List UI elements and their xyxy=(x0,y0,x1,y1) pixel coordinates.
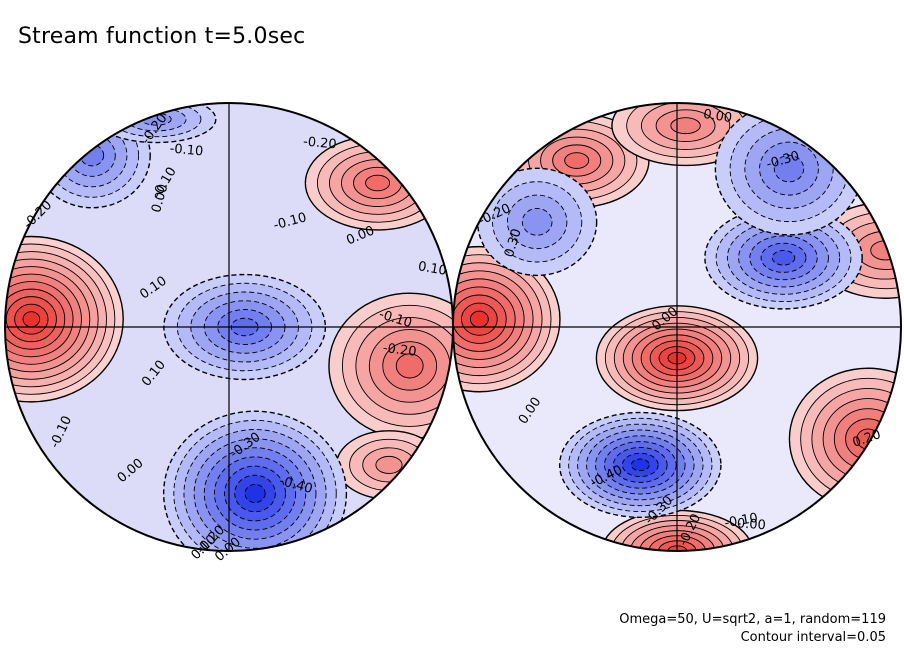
low-feature-4 xyxy=(162,410,348,551)
contour-label: -0.20 xyxy=(382,341,417,360)
contour-level xyxy=(564,152,590,169)
contour-level xyxy=(375,455,403,474)
contour-level xyxy=(773,154,805,183)
contour-level xyxy=(630,458,650,472)
contour-interval-note: Contour interval=0.05 xyxy=(740,630,886,645)
contour-level xyxy=(22,311,41,328)
contour-level xyxy=(244,483,266,504)
contour-level xyxy=(521,208,553,236)
right-hemisphere: -0.200.300.000.00-0.40-0.30-0.20 -0.100.0… xyxy=(452,102,902,552)
high-feature-3 xyxy=(335,430,443,500)
parameters-note: Omega=50, U=sqrt2, a=1, random=119 xyxy=(619,612,886,627)
contour-level xyxy=(670,117,701,135)
hemisphere-outline xyxy=(452,102,902,552)
contour-label: -0.20 xyxy=(302,135,337,153)
low-feature-7 xyxy=(704,205,863,310)
contour-level xyxy=(469,310,489,328)
low-feature-9 xyxy=(558,411,722,519)
left-hemisphere: -0.20-0.100.00-0.100.100.10-0.20 -0.100.0… xyxy=(4,102,454,565)
low-feature-10 xyxy=(476,167,598,277)
contour-label: 0.10 xyxy=(417,259,448,279)
high-feature-0 xyxy=(5,235,124,403)
chart-title: Stream function t=5.0sec xyxy=(18,24,306,49)
contour-label: -0.10 xyxy=(169,142,204,160)
contour-label: -0.10 xyxy=(723,511,759,532)
contour-level xyxy=(395,353,424,379)
contour-level xyxy=(771,250,796,266)
high-feature-0 xyxy=(453,245,561,393)
low-feature-8 xyxy=(714,103,864,236)
contour-label: 0.00 xyxy=(702,107,733,126)
contour-level xyxy=(365,174,391,192)
contour-label: 0.00 xyxy=(736,516,766,533)
